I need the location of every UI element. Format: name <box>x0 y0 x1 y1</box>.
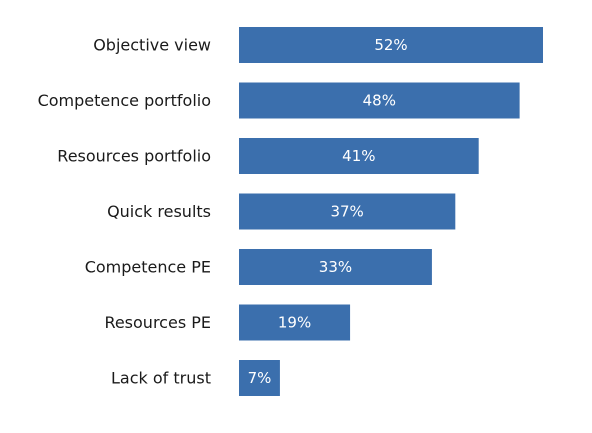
bar-lack-of-trust <box>239 360 280 396</box>
category-label-competence-pe: Competence PE <box>85 258 211 277</box>
bar-quick-results <box>239 193 456 230</box>
value-label-quick-results: 37% <box>330 203 363 221</box>
value-label-resources-pe: 19% <box>278 314 311 332</box>
bars-group <box>239 27 543 396</box>
bar-resources-portfolio <box>239 138 479 174</box>
value-labels-group: 52% 48% 41% 37% 33% 19% 7% <box>248 36 408 387</box>
value-label-competence-pe: 33% <box>319 258 352 276</box>
category-label-resources-pe: Resources PE <box>104 313 211 332</box>
value-label-competence-portfolio: 48% <box>363 92 396 110</box>
value-label-objective-view: 52% <box>374 36 407 54</box>
value-label-lack-of-trust: 7% <box>248 369 272 387</box>
bar-objective-view <box>239 27 543 63</box>
bar-competence-portfolio <box>239 82 520 119</box>
category-label-objective-view: Objective view <box>93 36 211 55</box>
category-label-quick-results: Quick results <box>107 202 211 221</box>
category-label-resources-portfolio: Resources portfolio <box>57 147 211 166</box>
category-label-competence-portfolio: Competence portfolio <box>38 91 211 110</box>
value-label-resources-portfolio: 41% <box>342 147 375 165</box>
category-label-lack-of-trust: Lack of trust <box>111 369 211 388</box>
bar-resources-pe <box>239 304 351 341</box>
bar-competence-pe <box>239 249 432 285</box>
category-labels-group: Objective view Competence portfolio Resour… <box>38 36 211 388</box>
